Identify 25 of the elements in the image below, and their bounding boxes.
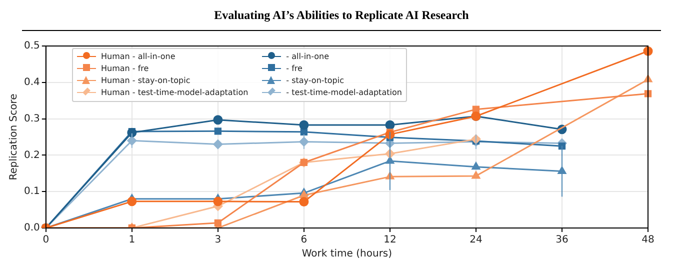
x-axis-title: Work time (hours) — [302, 248, 392, 260]
legend-label: - stay-on-topic — [285, 75, 346, 87]
chart-title: Evaluating AI’s Abilities to Replicate AI Research — [213, 7, 470, 24]
x-tick-label: 0 — [42, 234, 50, 246]
x-tick-label: 1 — [128, 234, 136, 246]
y-tick-label: 0.5 — [24, 40, 40, 52]
x-tick-label: 3 — [214, 234, 222, 246]
legend-label: Human - fre — [100, 63, 150, 75]
legend-label: - fre — [285, 63, 304, 75]
legend-label: Human - stay-on-topic — [100, 75, 192, 87]
x-tick-label: 6 — [300, 234, 308, 246]
y-tick-label: 0.4 — [24, 76, 40, 88]
x-tick-label: 12 — [384, 234, 396, 246]
y-axis-title: Replication Score — [8, 94, 20, 180]
x-tick-label: 48 — [642, 234, 654, 246]
y-tick-label: 0.2 — [24, 150, 40, 161]
legend-label: - test-time-model-adaptation — [285, 87, 402, 99]
y-tick-label: 0.1 — [24, 186, 40, 198]
y-tick-label: 0.3 — [24, 113, 40, 124]
x-tick-label: 24 — [470, 234, 482, 246]
legend-label: Human - test-time-model-adaptation — [100, 87, 248, 99]
legend-label: - all-in-one — [285, 51, 330, 63]
legend-label: Human - all-in-one — [100, 51, 176, 63]
y-tick-label: 0.0 — [24, 222, 40, 234]
x-tick-label: 36 — [556, 234, 568, 246]
